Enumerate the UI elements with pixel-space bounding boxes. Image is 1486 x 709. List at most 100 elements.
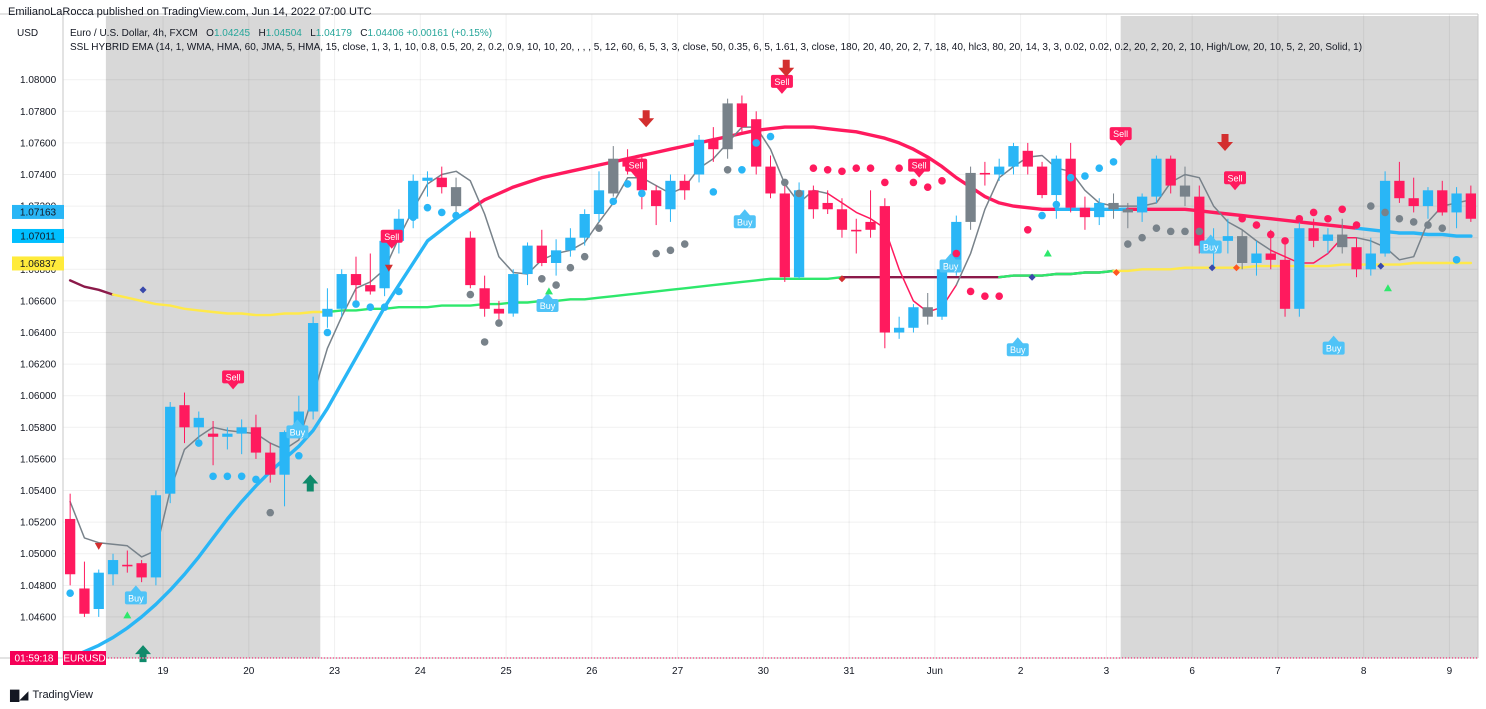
- buy-label: Buy: [939, 253, 962, 273]
- buy-label-box: [536, 299, 559, 313]
- indicator-dot: [1424, 221, 1432, 229]
- indicator-dot: [1252, 221, 1261, 229]
- candle-body: [1036, 166, 1048, 196]
- candle: [1422, 187, 1434, 219]
- candle: [493, 300, 505, 320]
- fast-line-1: [826, 192, 958, 313]
- candle: [608, 146, 619, 197]
- candle-body: [365, 285, 376, 292]
- candle-body: [1237, 236, 1248, 263]
- price-tag-box: [12, 204, 64, 219]
- candle: [1394, 161, 1405, 203]
- price-tick-label: 1.07400: [20, 170, 57, 181]
- signal-markers: Buy Buy Buy Buy Buy Buy Buy Buy Sell Sell Sell Sell…: [94, 59, 1392, 663]
- buy-label: Buy: [124, 585, 147, 605]
- indicator-dot: [466, 290, 475, 299]
- indicator-dot: [538, 274, 546, 283]
- candle: [822, 190, 833, 215]
- candle-body: [193, 417, 204, 428]
- candle: [736, 95, 748, 132]
- candle-body: [1351, 247, 1362, 270]
- indicator-dot: [1266, 230, 1275, 239]
- candle: [550, 239, 562, 276]
- price-tick-label: 1.06200: [20, 360, 57, 371]
- ohlc-change: +0.00161 (+0.15%): [406, 28, 493, 39]
- diamond-icon: [139, 286, 147, 294]
- sell-label-box: [1109, 127, 1132, 141]
- candle: [508, 269, 519, 317]
- candle-body: [1437, 190, 1448, 213]
- candle-body: [279, 432, 290, 475]
- indicator-dot: [223, 472, 232, 481]
- candle-body: [1151, 158, 1162, 197]
- candle-body: [479, 288, 490, 309]
- candle-body: [422, 177, 433, 181]
- baseline-line-1: [111, 293, 329, 317]
- indicator-dot: [452, 211, 460, 220]
- buy-label-box: [939, 259, 962, 273]
- indicator-dot: [1309, 208, 1318, 217]
- candle: [365, 253, 376, 295]
- candle-body: [1279, 259, 1291, 309]
- indicator-dot: [1195, 227, 1204, 236]
- candle: [1294, 221, 1305, 317]
- candle: [1008, 142, 1019, 175]
- sell-label: Sell: [770, 74, 793, 94]
- buy-label: Buy: [1006, 337, 1029, 357]
- session-shade-1: [1120, 16, 1478, 658]
- candle-body: [207, 433, 219, 437]
- candle-body: [822, 202, 833, 210]
- buy-label-box: [1006, 343, 1029, 357]
- indicator-dot: [895, 164, 903, 172]
- candle: [808, 185, 819, 219]
- candle-body: [879, 206, 890, 333]
- candle-body: [636, 166, 648, 191]
- indicator-dot: [1023, 226, 1032, 234]
- sell-label: Sell: [1224, 171, 1247, 191]
- candle: [193, 411, 204, 440]
- buy-label-pointer: [129, 585, 142, 593]
- countdown-time: 01:59:18: [15, 654, 54, 665]
- buy-label-pointer: [541, 293, 554, 301]
- buy-label: Buy: [536, 293, 559, 313]
- session-shade-0: [105, 16, 321, 658]
- indicator-dot: [595, 224, 603, 233]
- candle: [1408, 177, 1419, 213]
- candle: [722, 98, 733, 159]
- currency-label: USD: [17, 28, 39, 39]
- indicator-dot: [1238, 214, 1246, 223]
- candle-body: [1322, 234, 1334, 241]
- time-tick-label: 30: [758, 666, 770, 677]
- price-tag-box: [12, 228, 64, 243]
- candle-body: [1308, 228, 1319, 241]
- candles[interactable]: [65, 95, 1476, 617]
- buy-label-text: Buy: [1203, 243, 1219, 253]
- sell-label-pointer: [1114, 139, 1127, 147]
- indicator-dot: [952, 249, 961, 258]
- candle: [779, 182, 790, 282]
- price-tags: 1.07163 1.07011 1.06837 01:59:18 EURUSD: [10, 204, 1478, 665]
- sell-label: Sell: [222, 370, 245, 390]
- diamond-icon: [1377, 262, 1385, 270]
- sell-label-box: [1224, 171, 1247, 185]
- diamond-icon: [1208, 264, 1216, 272]
- candle: [1465, 185, 1476, 222]
- candle-body: [893, 327, 905, 333]
- buy-label-pointer: [1327, 335, 1340, 343]
- price-tick-label: 1.05400: [20, 486, 57, 497]
- candle-body: [1079, 207, 1091, 218]
- price-tag-text: 1.07163: [20, 207, 57, 218]
- footer-brand: TradingView: [32, 689, 94, 701]
- candle: [1136, 193, 1148, 222]
- buy-label-box: [1322, 341, 1345, 355]
- indicator-dot: [366, 303, 375, 312]
- candle: [536, 229, 547, 267]
- indicator-dot: [1395, 214, 1404, 223]
- candle: [1151, 155, 1162, 203]
- indicator-legend[interactable]: SSL HYBRID EMA (14, 1, WMA, HMA, 60, JMA…: [70, 42, 1363, 53]
- candle: [265, 443, 276, 483]
- candle: [708, 127, 719, 162]
- candle: [222, 427, 233, 450]
- buy-label-text: Buy: [737, 217, 753, 227]
